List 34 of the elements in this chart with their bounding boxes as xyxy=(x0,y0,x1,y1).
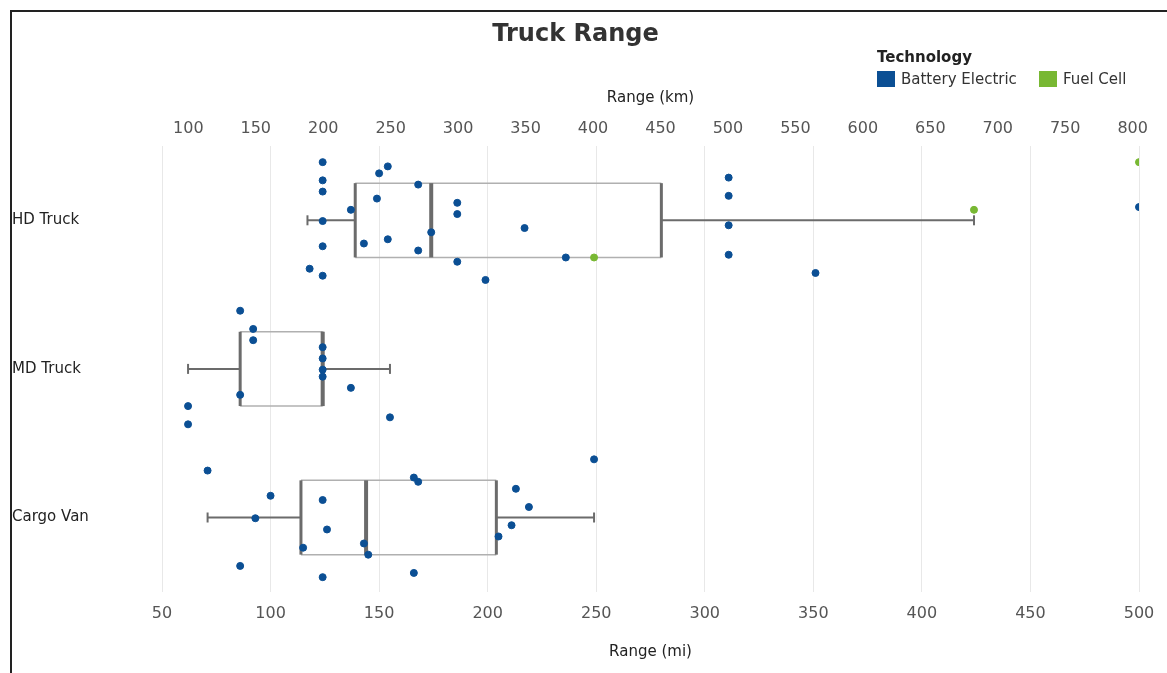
x2-tick-label: 250 xyxy=(375,117,406,137)
x2-tick-label: 300 xyxy=(442,117,474,137)
x2-tick-label: 100 xyxy=(173,117,204,137)
x-tick-label: 150 xyxy=(363,602,395,622)
x2-tick-label: 150 xyxy=(240,117,272,137)
x-axis-title: Range (mi) xyxy=(609,641,692,660)
y-tick-label: Cargo Van xyxy=(12,507,89,526)
x-tick-label: 350 xyxy=(798,602,829,622)
y-tick-label: HD Truck xyxy=(12,210,80,229)
legend-title: Technology xyxy=(877,48,973,66)
x2-tick-label: 750 xyxy=(1049,117,1081,137)
x2-tick-label: 700 xyxy=(982,117,1014,137)
x-tick-label: 300 xyxy=(689,602,721,622)
x2-tick-label: 500 xyxy=(712,117,744,137)
legend-label: Battery Electric xyxy=(901,70,1017,88)
x2-tick-label: 800 xyxy=(1117,117,1148,137)
x-tick-label: 250 xyxy=(580,602,612,622)
legend-label: Fuel Cell xyxy=(1062,70,1127,88)
x2-tick-label: 600 xyxy=(847,117,879,137)
x2-axis-title: Range (km) xyxy=(606,87,695,106)
x2-tick-label: 450 xyxy=(645,117,676,137)
y-tick-label: MD Truck xyxy=(12,358,82,377)
x-tick-label: 50 xyxy=(151,602,173,622)
x-tick-label: 100 xyxy=(255,602,286,622)
x2-tick-label: 650 xyxy=(915,117,946,137)
x2-tick-label: 350 xyxy=(510,117,541,137)
x-tick-label: 500 xyxy=(1123,602,1155,622)
x-tick-label: 200 xyxy=(472,602,503,622)
x-tick-label: 450 xyxy=(1015,602,1046,622)
x2-tick-label: 550 xyxy=(780,117,811,137)
x-tick-label: 400 xyxy=(906,602,938,622)
chart-title: Truck Range xyxy=(492,18,659,47)
x2-tick-label: 200 xyxy=(307,117,339,137)
x2-tick-label: 400 xyxy=(577,117,609,137)
